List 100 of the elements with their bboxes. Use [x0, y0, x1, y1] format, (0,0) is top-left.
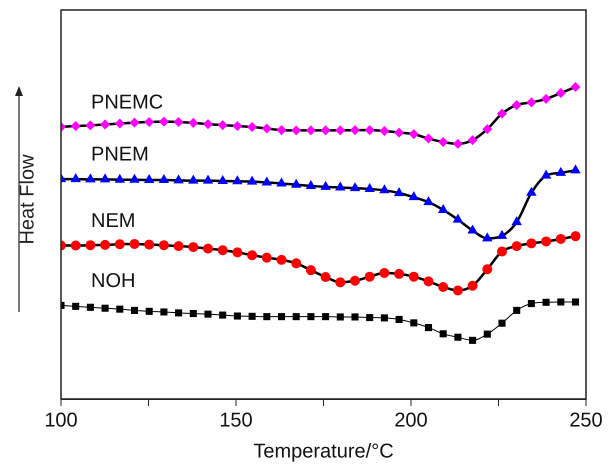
point	[542, 298, 550, 306]
point	[570, 164, 581, 174]
point	[408, 129, 419, 140]
series-label: PNEMC	[91, 91, 164, 114]
point	[144, 240, 154, 250]
point	[541, 94, 552, 104]
point	[512, 100, 522, 110]
point	[188, 174, 198, 184]
point	[160, 308, 168, 316]
point	[526, 97, 536, 108]
point	[174, 241, 184, 252]
point	[556, 88, 566, 98]
point	[276, 125, 286, 136]
point	[379, 184, 390, 194]
point	[497, 246, 507, 256]
point	[394, 268, 404, 279]
x-tick-label: 100	[44, 410, 78, 432]
point	[262, 124, 272, 134]
point	[292, 313, 300, 320]
point	[379, 126, 390, 136]
point	[320, 272, 331, 282]
point	[248, 312, 256, 320]
point	[557, 298, 564, 306]
point	[263, 313, 270, 320]
point	[484, 330, 491, 338]
point	[218, 174, 228, 184]
point	[262, 176, 272, 186]
point	[320, 180, 331, 190]
point	[158, 116, 169, 127]
point	[291, 178, 302, 188]
point	[306, 125, 316, 136]
point	[202, 174, 214, 184]
point	[188, 118, 198, 128]
point	[246, 176, 258, 185]
point	[498, 320, 506, 327]
point	[556, 166, 566, 176]
point	[232, 247, 242, 258]
point	[291, 258, 302, 268]
point	[219, 312, 226, 319]
point	[85, 173, 96, 182]
point	[452, 138, 463, 149]
point	[234, 312, 241, 320]
point	[424, 324, 432, 332]
point	[513, 306, 520, 314]
point	[306, 180, 316, 189]
point	[335, 182, 346, 190]
point	[394, 128, 404, 138]
point	[496, 230, 508, 239]
point	[366, 314, 374, 322]
point	[116, 306, 124, 313]
point	[320, 125, 331, 136]
point	[203, 119, 213, 130]
point	[276, 254, 286, 265]
point	[173, 174, 184, 184]
point	[144, 174, 154, 184]
point	[570, 231, 580, 242]
point	[572, 298, 580, 306]
point	[204, 310, 212, 318]
point	[380, 314, 388, 322]
point	[114, 118, 125, 129]
point	[468, 280, 478, 291]
point	[512, 241, 522, 252]
point	[114, 239, 125, 250]
point	[70, 121, 81, 132]
point	[130, 238, 140, 249]
point	[322, 313, 330, 320]
point	[350, 182, 360, 192]
x-axis-title: Temperature/°C	[253, 440, 394, 463]
point	[218, 245, 228, 256]
point	[146, 308, 153, 315]
point	[130, 118, 140, 128]
point	[467, 224, 478, 234]
point	[482, 264, 492, 274]
point	[129, 174, 140, 183]
point	[70, 240, 81, 251]
point	[114, 174, 125, 183]
point	[307, 313, 314, 320]
point	[452, 285, 463, 296]
series-label: PNEM	[91, 144, 149, 166]
point	[351, 313, 359, 320]
y-axis-title: Heat Flow	[16, 153, 40, 247]
point	[379, 268, 390, 278]
point	[570, 82, 580, 92]
point	[86, 304, 94, 311]
point	[100, 173, 110, 182]
point	[512, 216, 522, 226]
x-tick-label: 150	[219, 410, 253, 432]
point	[247, 122, 258, 132]
point	[438, 282, 448, 292]
point	[276, 177, 287, 186]
point	[218, 120, 228, 130]
point	[335, 125, 346, 136]
point	[410, 319, 418, 326]
point	[158, 174, 170, 184]
point	[247, 250, 258, 260]
point	[556, 234, 566, 244]
series-label: NOH	[91, 270, 136, 292]
point	[350, 276, 360, 286]
point	[190, 310, 197, 318]
point	[102, 304, 109, 312]
